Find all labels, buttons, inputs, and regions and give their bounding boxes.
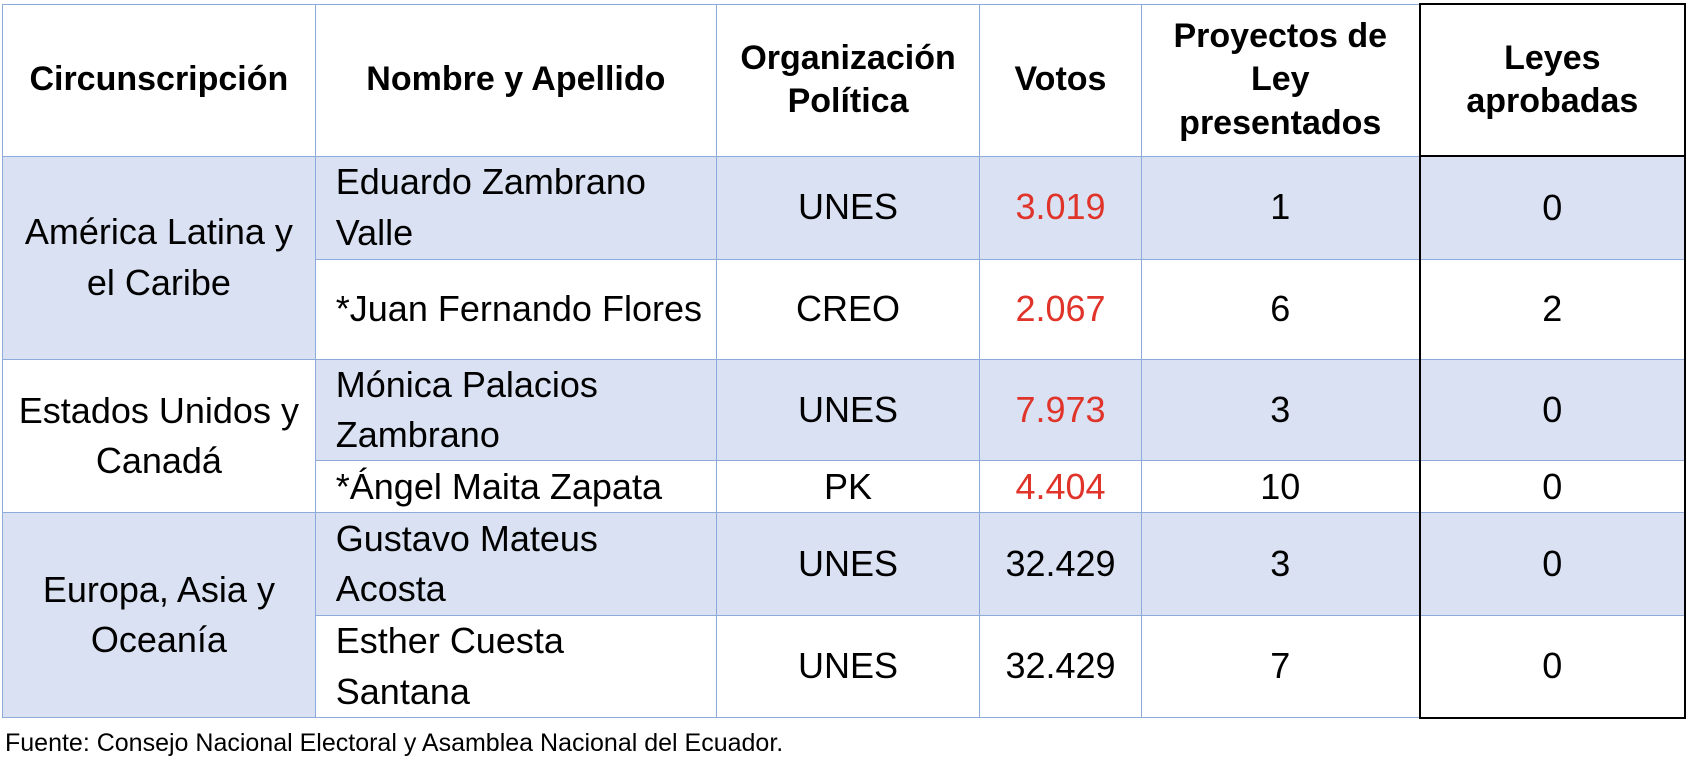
org-cell: CREO — [715, 258, 981, 360]
table-row: América Latina y el Caribe Eduardo Zambr… — [2, 155, 1687, 360]
votes-cell: 2.067 — [979, 258, 1142, 360]
name-cell: Mónica Palacios Zambrano — [314, 358, 717, 462]
proyectos-cell: 1 — [1140, 155, 1421, 260]
table-row: Esther Cuesta Santana UNES 32.429 7 0 — [3, 615, 1687, 719]
header-nombre: Nombre y Apellido — [314, 3, 717, 157]
proyectos-cell: 3 — [1140, 358, 1421, 462]
proyectos-cell: 3 — [1140, 512, 1421, 617]
votes-cell: 3.019 — [979, 155, 1142, 260]
org-cell: UNES — [715, 615, 981, 719]
org-cell: UNES — [715, 155, 981, 260]
table-row: *Ángel Maita Zapata PK 4.404 10 0 — [3, 460, 1687, 514]
header-circunscripcion: Circunscripción — [2, 3, 316, 157]
proyectos-cell: 7 — [1140, 615, 1421, 719]
region-cell: América Latina y el Caribe — [2, 155, 316, 360]
proyectos-cell: 6 — [1140, 258, 1421, 360]
name-cell: *Ángel Maita Zapata — [314, 460, 717, 514]
name-cell: *Juan Fernando Flores — [314, 258, 717, 360]
legislators-table: Circunscripción Nombre y Apellido Organi… — [2, 3, 1687, 719]
leyes-cell: 0 — [1418, 358, 1687, 462]
source-note: Fuente: Consejo Nacional Electoral y Asa… — [5, 729, 784, 757]
region-cell: Europa, Asia y Oceanía — [2, 512, 316, 719]
org-cell: PK — [715, 460, 981, 514]
leyes-cell: 0 — [1418, 460, 1687, 514]
table-row: Estados Unidos y Canadá Mónica Palacios … — [2, 358, 1687, 514]
header-proyectos: Proyectos de Ley presentados — [1140, 3, 1421, 157]
name-cell: Esther Cuesta Santana — [314, 615, 717, 719]
header-votos: Votos — [979, 3, 1142, 157]
votes-cell: 32.429 — [979, 512, 1142, 617]
header-leyes: Leyes aprobadas — [1418, 3, 1687, 157]
votes-cell: 7.973 — [979, 358, 1142, 462]
proyectos-cell: 10 — [1140, 460, 1421, 514]
leyes-cell: 0 — [1418, 155, 1687, 260]
header-row: Circunscripción Nombre y Apellido Organi… — [2, 3, 1687, 157]
leyes-cell: 2 — [1418, 258, 1687, 360]
leyes-cell: 0 — [1418, 512, 1687, 617]
leyes-cell: 0 — [1418, 615, 1687, 719]
org-cell: UNES — [715, 358, 981, 462]
table-row: Europa, Asia y Oceanía Gustavo Mateus Ac… — [2, 512, 1687, 719]
table-row: *Juan Fernando Flores CREO 2.067 6 2 — [3, 258, 1687, 360]
name-cell: Gustavo Mateus Acosta — [314, 512, 717, 617]
region-cell: Estados Unidos y Canadá — [2, 358, 316, 514]
org-cell: UNES — [715, 512, 981, 617]
name-cell: Eduardo Zambrano Valle — [314, 155, 717, 260]
votes-cell: 4.404 — [979, 460, 1142, 514]
header-organizacion: Organización Política — [715, 3, 981, 157]
votes-cell: 32.429 — [979, 615, 1142, 719]
